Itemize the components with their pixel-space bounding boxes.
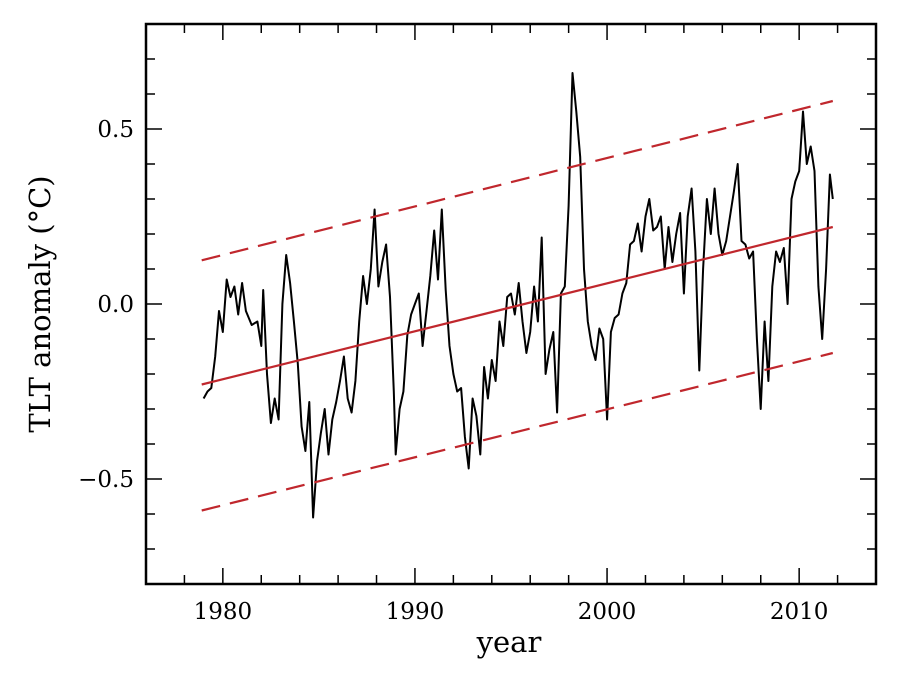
axis-ticks: [145, 24, 877, 584]
upper-bound-line: [201, 99, 834, 262]
x-axis-label: year: [476, 625, 542, 659]
y-tick-label: 0.5: [97, 117, 134, 143]
y-tick-label: −0.5: [78, 467, 134, 493]
plot-series: [201, 72, 834, 519]
y-axis-label: TLT anomaly (°C): [23, 175, 57, 432]
plot-frame: [144, 22, 878, 586]
x-tick-label: 2010: [770, 599, 829, 625]
y-tick-label: 0.0: [97, 292, 134, 318]
lower-bound-line: [201, 351, 834, 512]
x-tick-label: 1980: [194, 599, 253, 625]
x-tick-label: 1990: [386, 599, 445, 625]
tick-labels: 1980 1990 2000 2010 −0.5 0.0 0.5: [78, 117, 828, 625]
linear-trend-line: [201, 225, 834, 386]
x-tick-label: 2000: [578, 599, 637, 625]
